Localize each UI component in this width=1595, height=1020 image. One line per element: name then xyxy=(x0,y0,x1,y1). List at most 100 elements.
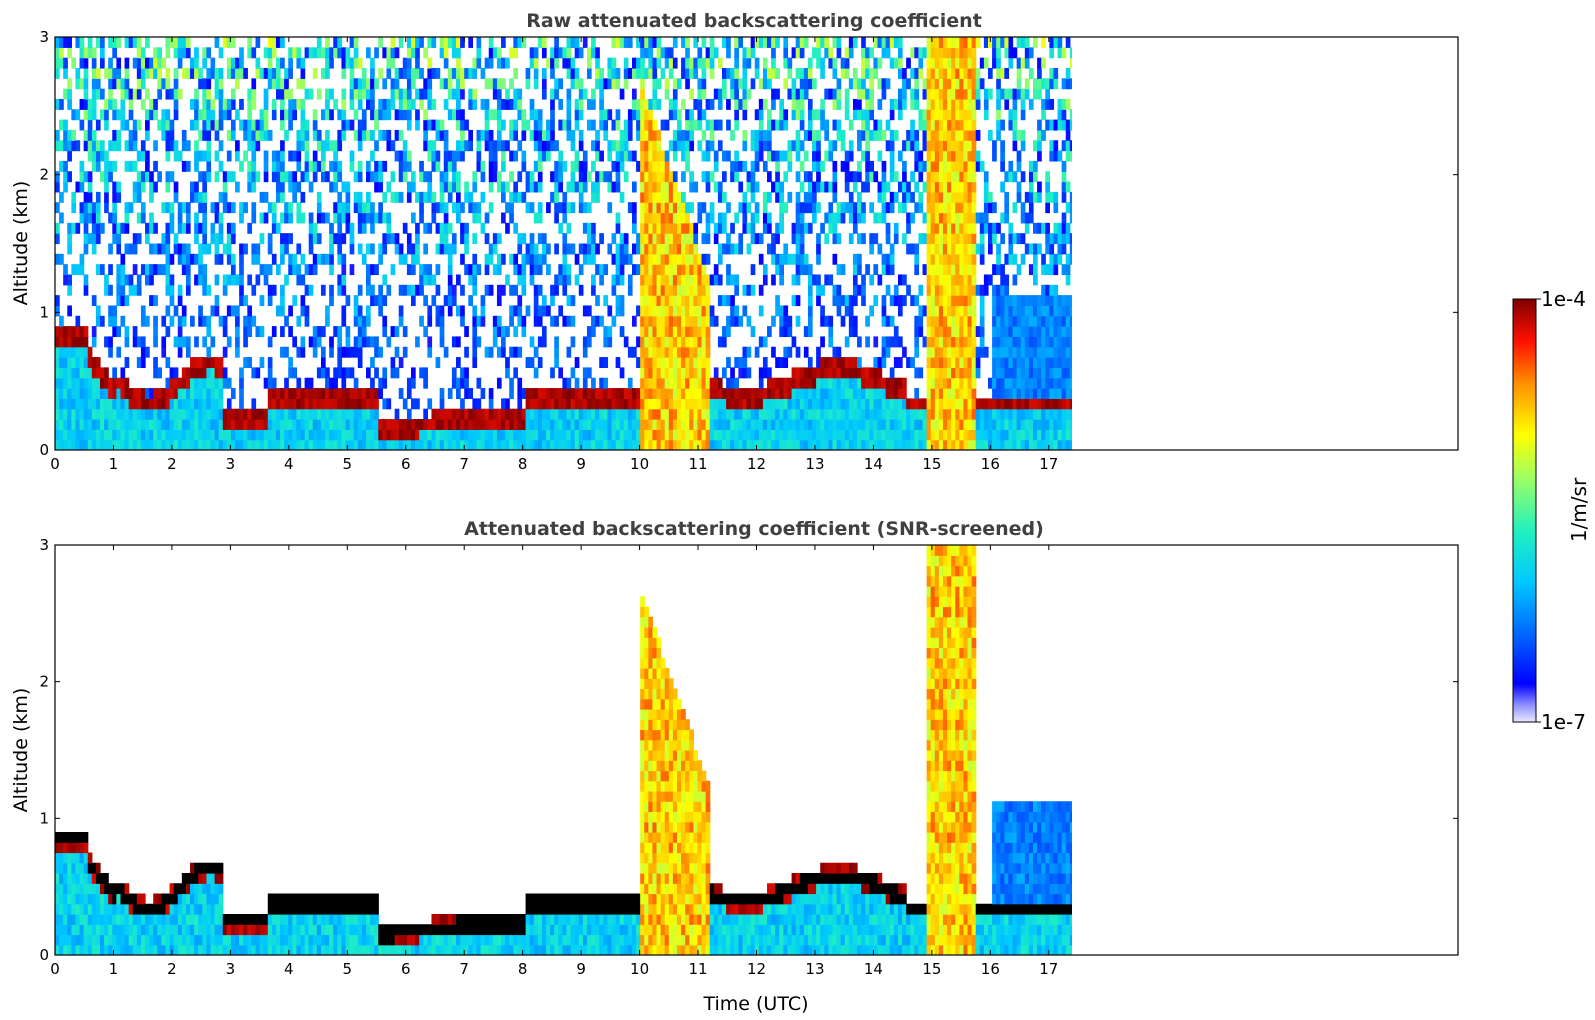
heatmap-cell xyxy=(926,315,932,327)
heatmap-cell xyxy=(55,398,60,410)
heatmap-cell xyxy=(427,119,433,131)
heatmap-cell xyxy=(881,398,887,410)
heatmap-cell xyxy=(595,57,600,69)
heatmap-cell xyxy=(67,47,72,59)
heatmap-cell xyxy=(460,222,465,234)
heatmap-cell xyxy=(578,419,584,430)
heatmap-cell xyxy=(112,367,117,379)
heatmap-cell xyxy=(664,295,670,307)
heatmap-cell xyxy=(402,346,408,358)
heatmap-cell xyxy=(325,253,330,265)
heatmap-cell xyxy=(697,47,703,59)
heatmap-cell xyxy=(685,388,690,399)
heatmap-cell xyxy=(595,408,600,420)
heatmap-cell xyxy=(509,129,514,141)
heatmap-cell xyxy=(345,419,351,430)
heatmap-cell xyxy=(263,160,269,172)
heatmap-cell xyxy=(554,160,559,172)
heatmap-cell xyxy=(787,315,793,327)
heatmap-cell xyxy=(67,284,72,296)
heatmap-cell xyxy=(934,284,940,296)
heatmap-cell xyxy=(795,264,801,276)
heatmap-cell xyxy=(603,419,609,430)
heatmap-cell xyxy=(230,171,236,183)
heatmap-cell xyxy=(897,274,903,286)
heatmap-cell xyxy=(881,346,887,358)
heatmap-cell xyxy=(464,326,469,338)
heatmap-cell xyxy=(640,377,645,389)
heatmap-cell xyxy=(451,37,457,48)
heatmap-cell xyxy=(832,98,838,110)
heatmap-cell xyxy=(206,150,212,162)
heatmap-cell xyxy=(779,181,784,193)
heatmap-cell xyxy=(402,67,408,79)
heatmap-cell xyxy=(615,274,621,286)
heatmap-cell xyxy=(509,408,514,420)
heatmap-cell xyxy=(873,377,879,389)
heatmap-cell xyxy=(161,315,167,327)
heatmap-cell xyxy=(173,336,179,348)
heatmap-cell xyxy=(325,171,330,183)
heatmap-cell xyxy=(218,78,224,90)
heatmap-cell xyxy=(676,315,682,327)
heatmap-cell xyxy=(701,202,707,214)
heatmap-cell xyxy=(59,119,64,131)
heatmap-cell xyxy=(824,37,830,48)
heatmap-cell xyxy=(59,419,64,430)
heatmap-cell xyxy=(370,150,375,162)
heatmap-cell xyxy=(713,377,719,389)
heatmap-cell xyxy=(541,408,547,420)
heatmap-cell xyxy=(746,429,752,441)
heatmap-cell xyxy=(869,274,875,286)
heatmap-cell xyxy=(807,98,813,110)
heatmap-cell xyxy=(447,243,453,255)
heatmap-cell xyxy=(353,398,359,410)
heatmap-cell xyxy=(848,171,854,183)
heatmap-cell xyxy=(717,191,723,203)
heatmap-cell xyxy=(267,439,273,450)
heatmap-cell xyxy=(390,419,396,430)
heatmap-cell xyxy=(136,419,142,430)
heatmap-cell xyxy=(95,264,101,276)
heatmap-cell xyxy=(599,398,604,410)
heatmap-cell xyxy=(775,67,780,79)
heatmap-cell xyxy=(664,305,670,317)
heatmap-cell xyxy=(124,67,130,79)
heatmap-cell xyxy=(263,47,269,59)
heatmap-cell xyxy=(263,119,269,131)
heatmap-cell xyxy=(672,129,678,141)
heatmap-cell xyxy=(656,253,662,265)
heatmap-cell xyxy=(852,295,858,307)
heatmap-cell xyxy=(840,419,846,430)
heatmap-cell xyxy=(578,109,584,121)
heatmap-cell xyxy=(799,37,805,48)
heatmap-cell xyxy=(492,429,498,441)
heatmap-cell xyxy=(435,150,441,162)
heatmap-cell xyxy=(370,408,375,420)
heatmap-cell xyxy=(668,47,674,59)
heatmap-cell xyxy=(816,388,821,399)
heatmap-cell xyxy=(128,243,134,255)
heatmap-cell xyxy=(942,284,948,296)
heatmap-cell xyxy=(934,305,940,317)
heatmap-cell xyxy=(910,398,915,410)
heatmap-cell xyxy=(693,419,699,430)
heatmap-cell xyxy=(341,88,347,100)
heatmap-cell xyxy=(509,429,514,441)
heatmap-cell xyxy=(942,408,948,420)
heatmap-cell xyxy=(529,202,535,214)
heatmap-cell xyxy=(345,212,351,224)
heatmap-cell xyxy=(685,367,690,379)
heatmap-cell xyxy=(844,388,850,399)
heatmap-cell xyxy=(722,191,727,203)
heatmap-cell xyxy=(799,429,805,441)
heatmap-cell xyxy=(930,37,936,48)
heatmap-cell xyxy=(496,429,502,441)
heatmap-cell xyxy=(607,140,613,152)
heatmap-cell xyxy=(832,222,838,234)
heatmap-cell xyxy=(795,346,801,358)
heatmap-cell xyxy=(844,47,850,59)
heatmap-cell xyxy=(55,140,60,152)
heatmap-cell xyxy=(386,398,392,410)
heatmap-cell xyxy=(398,98,404,110)
